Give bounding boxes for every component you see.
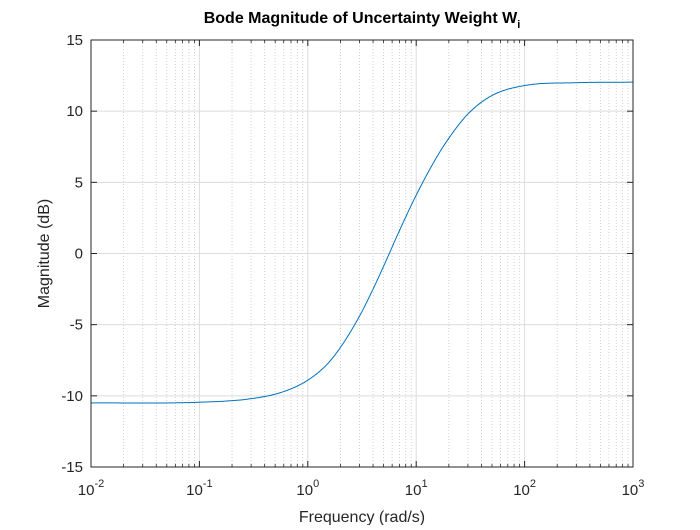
x-tick-label: 102 — [513, 478, 536, 499]
x-tick-label-base: 10 — [622, 482, 639, 499]
x-tick-label: 10-1 — [186, 478, 212, 499]
y-tick-label: 15 — [66, 32, 83, 49]
x-tick-label-base: 10 — [513, 482, 530, 499]
x-tick-label-exponent: 0 — [313, 478, 319, 490]
x-tick-label: 100 — [296, 478, 319, 499]
x-tick-label-exponent: 2 — [530, 478, 536, 490]
x-tick-label-exponent: 3 — [638, 478, 644, 490]
chart-title-subscript: i — [517, 19, 520, 31]
x-axis-label: Frequency (rad/s) — [299, 509, 425, 525]
series-layer — [90, 81, 634, 404]
series-line — [90, 81, 634, 404]
x-tick-label-base: 10 — [296, 482, 313, 499]
x-tick-label-exponent: -2 — [94, 478, 104, 490]
x-tick-label: 101 — [405, 478, 428, 499]
ticks — [90, 39, 634, 468]
x-tick-label-base: 10 — [186, 482, 203, 499]
x-tick-label: 103 — [622, 478, 645, 499]
x-tick-label-base: 10 — [405, 482, 422, 499]
y-axis-label: Magnitude (dB) — [36, 199, 53, 308]
y-tick-label: 0 — [75, 246, 83, 263]
y-tick-labels: 15 10 5 0 -5 -10 -15 — [61, 32, 83, 476]
x-tick-label-exponent: 1 — [421, 478, 427, 490]
x-tick-label-exponent: -1 — [203, 478, 213, 490]
y-tick-label: 5 — [75, 174, 83, 191]
x-tick-label: 10-2 — [78, 478, 104, 499]
x-tick-labels: 10-2 10-1 100 101 102 103 — [78, 478, 645, 499]
y-tick-label: -15 — [61, 459, 83, 476]
y-tick-label: -5 — [70, 317, 83, 334]
chart-title: Bode Magnitude of Uncertainty Weight Wi — [204, 10, 521, 31]
y-tick-label: -10 — [61, 388, 83, 405]
y-tick-label: 10 — [66, 103, 83, 120]
x-tick-label-base: 10 — [78, 482, 95, 499]
